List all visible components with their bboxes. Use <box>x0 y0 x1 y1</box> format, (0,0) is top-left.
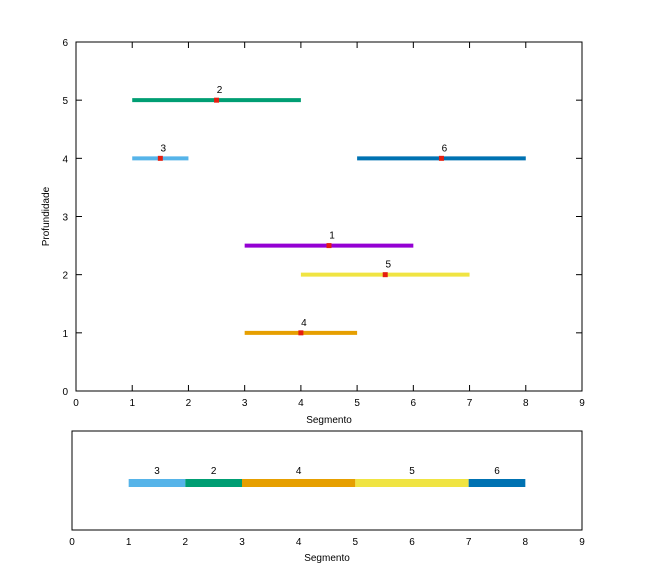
y-tick-label: 3 <box>62 213 68 224</box>
strip-segment-label-3: 3 <box>154 466 160 477</box>
y-tick-label: 2 <box>62 271 68 282</box>
interval-midpoint-5 <box>382 272 388 278</box>
interval-midpoint-3 <box>157 155 163 161</box>
interval-label-1: 1 <box>329 231 335 242</box>
strip-x-tick-label: 5 <box>353 537 359 548</box>
strip-x-tick-label: 2 <box>183 537 189 548</box>
y-tick-label: 0 <box>62 387 68 398</box>
x-tick-label: 6 <box>411 398 417 409</box>
interval-label-2: 2 <box>217 85 223 96</box>
x-tick-label: 8 <box>523 398 529 409</box>
interval-midpoint-1 <box>326 243 332 249</box>
strip-x-tick-label: 0 <box>69 537 75 548</box>
x-tick-label: 4 <box>298 398 304 409</box>
strip-x-axis-title: Segmento <box>304 553 350 564</box>
y-tick-label: 5 <box>62 96 68 107</box>
strip-x-tick-label: 3 <box>239 537 245 548</box>
x-tick-label: 2 <box>186 398 192 409</box>
y-axis-title: Profundidade <box>41 186 52 246</box>
x-tick-label: 3 <box>242 398 248 409</box>
plot-frame <box>75 41 583 392</box>
interval-label-3: 3 <box>161 143 167 154</box>
x-axis-title: Segmento <box>306 415 352 426</box>
interval-midpoint-6 <box>438 155 444 161</box>
strip-x-tick-label: 8 <box>523 537 529 548</box>
strip-x-tick-label: 6 <box>409 537 415 548</box>
y-tick-label: 6 <box>62 38 68 49</box>
strip-frame <box>71 430 583 531</box>
strip-x-tick-label: 9 <box>579 537 585 548</box>
y-tick-label: 4 <box>62 154 68 165</box>
interval-label-4: 4 <box>301 318 307 329</box>
strip-segment-label-5: 5 <box>409 466 415 477</box>
strip-x-tick-label: 4 <box>296 537 302 548</box>
x-tick-label: 1 <box>129 398 135 409</box>
interval-label-5: 5 <box>385 260 391 271</box>
interval-midpoint-2 <box>214 97 220 103</box>
x-tick-label: 9 <box>579 398 585 409</box>
x-tick-label: 0 <box>73 398 79 409</box>
interval-label-6: 6 <box>442 143 448 154</box>
strip-segment-label-6: 6 <box>494 466 500 477</box>
segment-strip-chart: 0 1 2 3 4 5 6 7 8 9 Segmento 3 2 4 5 6 <box>69 430 585 564</box>
strip-segment-label-4: 4 <box>296 466 302 477</box>
depth-chart: 0 1 2 3 4 5 6 7 8 9 0 1 2 3 4 5 6 Segmento Profundidade 1 2 3… <box>41 38 585 426</box>
strip-x-tick-label: 7 <box>466 537 472 548</box>
strip-x-tick-label: 1 <box>126 537 132 548</box>
x-tick-label: 7 <box>467 398 473 409</box>
y-tick-label: 1 <box>62 329 68 340</box>
x-tick-label: 5 <box>354 398 360 409</box>
interval-midpoint-4 <box>298 330 304 336</box>
strip-segment-label-2: 2 <box>211 466 217 477</box>
